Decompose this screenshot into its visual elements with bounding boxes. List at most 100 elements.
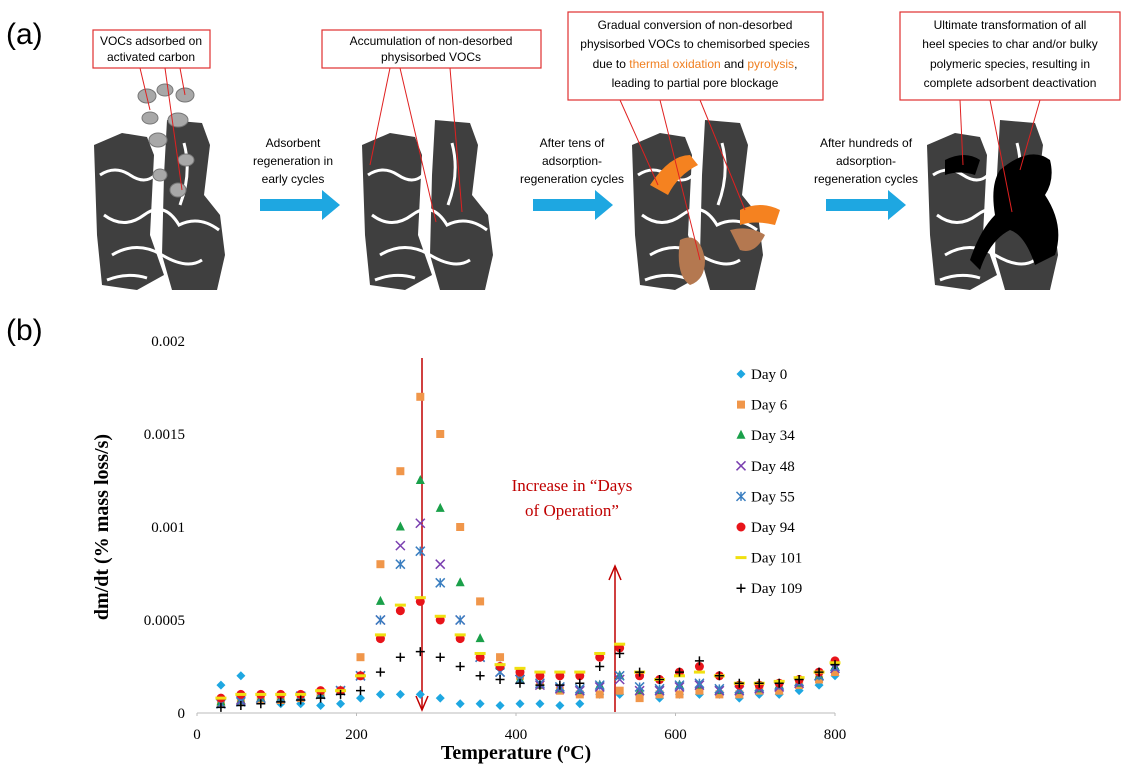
series xyxy=(216,597,839,703)
marker xyxy=(495,663,506,666)
arrow-label: After tens of xyxy=(540,136,605,150)
marker xyxy=(515,699,524,708)
callout-text: polymeric species, resulting in xyxy=(930,57,1090,71)
blue-arrow xyxy=(260,190,906,220)
marker xyxy=(695,679,704,688)
marker xyxy=(415,596,426,599)
marker xyxy=(555,701,564,710)
marker xyxy=(295,693,306,696)
callout-text: Accumulation of non-desorbed xyxy=(350,34,513,48)
annotation: of Operation” xyxy=(525,501,619,520)
marker xyxy=(655,684,664,693)
callout-text: activated carbon xyxy=(107,50,195,64)
marker xyxy=(534,671,545,674)
marker xyxy=(595,662,604,671)
panel-a: (a) Adsorbent regeneration in early cycl… xyxy=(6,12,1120,290)
marker xyxy=(636,694,644,702)
highlight-text: thermal oxidation xyxy=(629,57,720,71)
marker xyxy=(396,467,404,475)
marker xyxy=(476,597,484,605)
marker xyxy=(355,674,366,677)
marker xyxy=(535,699,544,708)
series xyxy=(216,547,839,709)
marker xyxy=(436,653,445,662)
callout-text: leading to partial pore blockage xyxy=(612,76,779,90)
arrow-label: adsorption- xyxy=(542,154,602,168)
marker xyxy=(594,652,605,655)
marker xyxy=(675,681,684,690)
legend-label: Day 6 xyxy=(751,398,788,414)
marker xyxy=(376,690,385,699)
legend-label: Day 48 xyxy=(751,459,795,475)
y-tick-label: 0 xyxy=(178,706,186,722)
legend-marker xyxy=(737,584,746,593)
callout-text: physisorbed VOCs xyxy=(381,50,481,64)
legend-label: Day 55 xyxy=(751,489,795,505)
x-axis-label: C) xyxy=(570,742,591,764)
marker xyxy=(416,393,424,401)
legend-label: Day 109 xyxy=(751,581,802,597)
marker xyxy=(436,430,444,438)
legend-label: Day 101 xyxy=(751,551,802,567)
x-tick-label: 800 xyxy=(824,727,847,743)
marker xyxy=(456,616,465,625)
callout-box: Ultimate transformation of all heel spec… xyxy=(900,12,1120,100)
marker xyxy=(416,547,425,556)
marker xyxy=(475,652,486,655)
callout-box: Accumulation of non-desorbed physisorbed… xyxy=(322,30,541,68)
series xyxy=(216,671,839,710)
marker xyxy=(315,689,326,692)
marker xyxy=(416,647,425,656)
marker xyxy=(616,687,624,695)
marker xyxy=(396,653,405,662)
legend-marker xyxy=(737,401,745,409)
marker xyxy=(496,653,504,661)
legend-marker xyxy=(737,370,746,379)
callout-text: due to thermal oxidation and pyrolysis, xyxy=(593,57,798,71)
marker xyxy=(376,668,385,677)
callout-text: heel species to char and/or bulky xyxy=(922,37,1097,51)
marker xyxy=(436,694,445,703)
marker xyxy=(456,523,464,531)
panel-label: (a) xyxy=(6,18,43,51)
marker xyxy=(395,604,406,607)
arrow-label: adsorption- xyxy=(836,154,896,168)
arrow-label: Adsorbent xyxy=(266,136,321,150)
arrow-label: regeneration cycles xyxy=(814,172,918,186)
callout-text: and xyxy=(721,57,748,71)
marker xyxy=(514,667,525,670)
marker xyxy=(416,519,425,528)
carbon-image xyxy=(362,120,493,290)
marker xyxy=(595,681,604,690)
callout-text: complete adsorbent deactivation xyxy=(924,76,1097,90)
marker xyxy=(515,679,524,688)
marker xyxy=(396,522,405,531)
marker xyxy=(255,693,266,696)
series xyxy=(217,393,839,708)
arrow-label: After hundreds of xyxy=(820,136,913,150)
series xyxy=(216,647,839,712)
marker xyxy=(396,560,405,569)
panel-b: (b) dm/dt (% mass loss/s) Temperature (o… xyxy=(6,314,846,764)
x-axis-label: Temperature ( xyxy=(441,742,564,764)
marker xyxy=(496,701,505,710)
callout-text: physisorbed VOCs to chemisorbed species xyxy=(580,37,809,51)
marker xyxy=(215,697,226,700)
marker xyxy=(596,690,604,698)
marker xyxy=(376,560,384,568)
marker xyxy=(694,671,705,674)
x-axis-label: Temperature (oC) xyxy=(441,740,591,764)
marker xyxy=(376,596,385,605)
marker xyxy=(416,475,425,484)
marker xyxy=(574,671,585,674)
panel-label: (b) xyxy=(6,314,43,347)
figure: (a) Adsorbent regeneration in early cycl… xyxy=(0,0,1122,765)
marker xyxy=(476,671,485,680)
marker xyxy=(235,693,246,696)
marker xyxy=(216,681,225,690)
marker xyxy=(436,503,445,512)
marker xyxy=(375,633,386,636)
x-tick-label: 400 xyxy=(505,727,528,743)
marker xyxy=(456,699,465,708)
marker xyxy=(675,690,683,698)
